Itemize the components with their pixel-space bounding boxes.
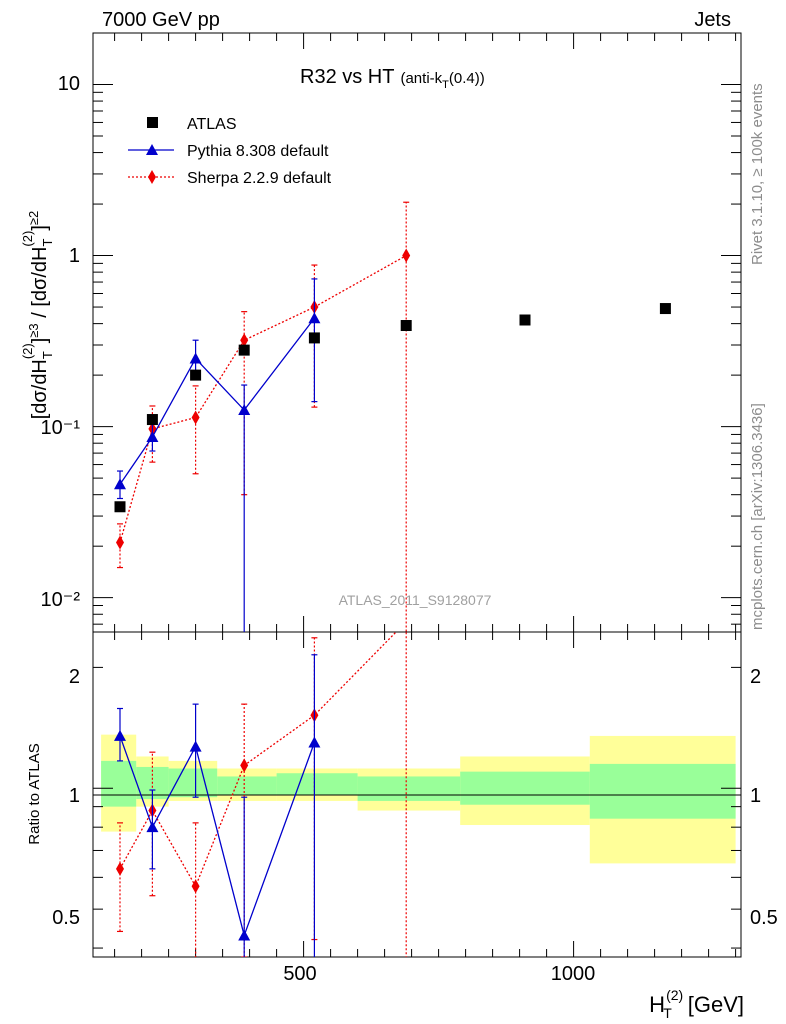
data-point	[308, 736, 321, 748]
ratio-band-inner	[589, 763, 736, 819]
axis-ticks	[93, 32, 741, 957]
series-line	[119, 254, 407, 543]
y-tick-label: 1	[69, 245, 80, 267]
data-point	[114, 478, 126, 490]
data-point	[146, 430, 159, 442]
data-point	[659, 303, 671, 315]
legend-label-pythia: Pythia 8.308 default	[187, 143, 329, 160]
y-tick-label: 10⁻²	[41, 589, 81, 611]
ratio-panel-data	[114, 632, 407, 957]
data-point	[190, 369, 202, 381]
series-line	[119, 317, 315, 485]
legend-marker-atlas	[147, 117, 158, 128]
x-tick-label: 1000	[551, 963, 596, 985]
plot-title: R32 vs HT (anti-kT(0.4))	[300, 66, 485, 91]
main-y-axis-label: [dσ/dHT(2)]≥3 / [dσ/dHT(2)]≥2	[20, 211, 55, 420]
ratio-y-tick-labels: 2 1 0.5 2 1 0.5	[52, 666, 778, 929]
svg-text:[dσ/dHT(2)]≥3 / [dσ/dHT(2)]≥2: [dσ/dHT(2)]≥3 / [dσ/dHT(2)]≥2	[20, 211, 55, 420]
ratio-y-axis-label: Ratio to ATLAS	[26, 743, 43, 844]
data-point	[114, 729, 126, 741]
source-text: mcplots.cern.ch [arXiv:1306.3436]	[749, 403, 766, 630]
legend-marker-sherpa	[148, 170, 156, 184]
data-point	[114, 501, 126, 513]
header-right: Jets	[694, 9, 731, 31]
data-point	[308, 312, 321, 324]
analysis-watermark: ATLAS_2011_S9128077	[339, 592, 492, 608]
data-point	[146, 414, 158, 426]
ratio-y-tick-label-right: 2	[750, 666, 761, 688]
legend-label-atlas: ATLAS	[187, 116, 237, 133]
ratio-y-tick-label-right: 1	[750, 785, 761, 807]
data-point	[238, 929, 251, 941]
ratio-y-tick-label: 1	[69, 785, 80, 807]
y-tick-label: 10	[58, 73, 80, 95]
x-tick-label: 500	[283, 963, 316, 985]
data-point	[189, 740, 202, 752]
data-point	[189, 352, 202, 364]
ratio-band-inner	[217, 776, 277, 796]
data-point	[240, 758, 249, 773]
data-point	[116, 861, 124, 876]
series-line	[119, 632, 397, 888]
ratio-y-tick-label: 2	[69, 666, 80, 688]
data-point	[308, 332, 320, 344]
data-point	[238, 344, 250, 356]
data-point	[519, 314, 531, 326]
ratio-band-inner	[357, 776, 461, 801]
data-point	[238, 404, 251, 416]
x-tick-labels: 500 1000	[283, 963, 595, 985]
ratio-band-inner	[276, 773, 358, 796]
data-point	[116, 535, 124, 550]
data-point	[240, 333, 249, 348]
legend-label-sherpa: Sherpa 2.2.9 default	[187, 170, 332, 187]
data-point	[191, 879, 200, 894]
legend: ATLAS Pythia 8.308 default Sherpa 2.2.9 …	[128, 116, 332, 187]
y-tick-label: 10⁻¹	[41, 417, 81, 439]
x-axis-label: H(2) T [GeV]	[649, 987, 744, 1021]
data-point	[402, 248, 411, 263]
rivet-version-text: Rivet 3.1.10, ≥ 100k events	[749, 83, 766, 265]
data-point	[191, 410, 200, 425]
main-y-tick-labels: 10⁻² 10⁻¹ 1 10	[41, 73, 81, 611]
ratio-band-inner	[460, 771, 590, 805]
ratio-y-tick-label: 0.5	[52, 907, 80, 929]
data-point	[146, 821, 159, 833]
ratio-uncertainty-bands	[101, 734, 736, 864]
main-panel-data	[114, 201, 671, 632]
header-left: 7000 GeV pp	[102, 9, 220, 31]
ratio-y-tick-label-right: 0.5	[750, 907, 778, 929]
data-point	[400, 320, 412, 332]
legend-marker-pythia	[146, 144, 158, 155]
ratio-band-inner	[101, 760, 137, 807]
